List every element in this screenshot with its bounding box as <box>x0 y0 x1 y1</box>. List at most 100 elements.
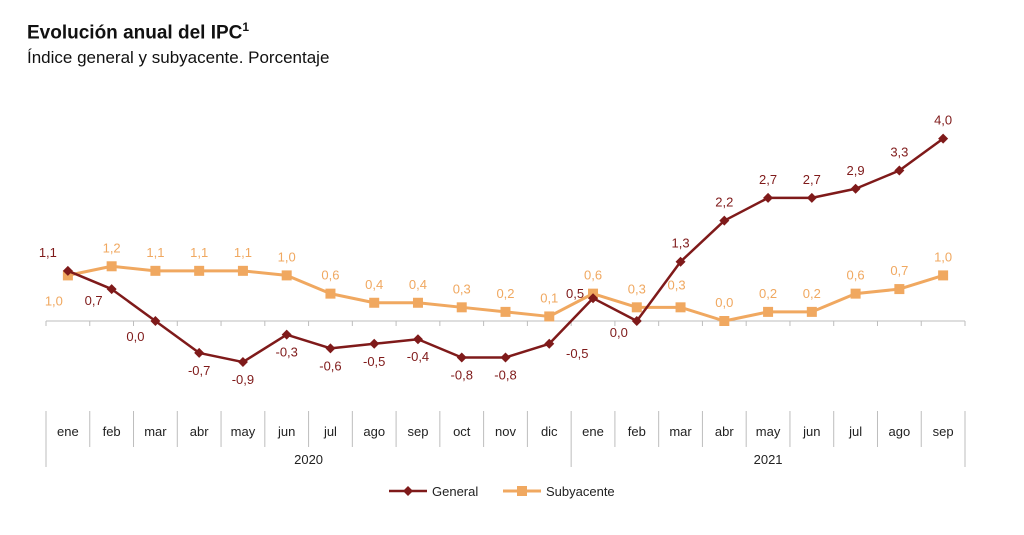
data-point-general <box>894 165 905 176</box>
data-label-subyacente: 0,6 <box>847 268 865 283</box>
data-point-subyacente <box>631 302 642 313</box>
data-label-subyacente: 0,2 <box>803 286 821 301</box>
legend-marker-general <box>403 486 413 496</box>
data-label-general: 2,9 <box>847 163 865 178</box>
data-label-general: 0,0 <box>610 325 628 340</box>
data-label-subyacente: 1,1 <box>234 245 252 260</box>
data-label-general: 3,3 <box>890 145 908 160</box>
data-point-subyacente <box>544 311 555 322</box>
x-tick-label: abr <box>715 424 734 439</box>
data-point-subyacente <box>938 270 949 281</box>
data-point-subyacente <box>763 306 774 317</box>
chart-subtitle: Índice general y subyacente. Porcentaje <box>27 48 330 67</box>
data-point-subyacente <box>500 306 511 317</box>
data-point-general <box>719 215 730 226</box>
data-label-subyacente: 0,2 <box>496 286 514 301</box>
title-footnote: 1 <box>242 20 250 34</box>
data-label-subyacente: 1,0 <box>278 249 296 264</box>
data-label-general: -0,5 <box>363 354 385 369</box>
data-label-general: 2,2 <box>715 195 733 210</box>
data-label-general: 2,7 <box>803 172 821 187</box>
legend-label-general: General <box>432 484 478 499</box>
data-label-subyacente: 1,0 <box>934 249 952 264</box>
x-tick-label: feb <box>628 424 646 439</box>
data-label-general: 2,7 <box>759 172 777 187</box>
data-label-general: -0,3 <box>275 345 297 360</box>
data-point-general <box>194 347 205 358</box>
data-point-subyacente <box>369 297 380 308</box>
data-label-subyacente: 0,0 <box>715 295 733 310</box>
legend-marker-subyacente <box>517 486 527 496</box>
data-label-general: -0,8 <box>451 367 473 382</box>
x-tick-label: jun <box>802 424 820 439</box>
data-point-subyacente <box>850 288 861 299</box>
x-tick-label: oct <box>453 424 471 439</box>
data-label-general: 0,5 <box>566 286 584 301</box>
x-tick-label: dic <box>541 424 558 439</box>
x-tick-label: feb <box>103 424 121 439</box>
data-point-general <box>675 256 686 267</box>
data-label-general: 4,0 <box>934 113 952 128</box>
data-point-general <box>325 343 336 354</box>
data-point-subyacente <box>675 302 686 313</box>
data-point-subyacente <box>325 288 336 299</box>
data-label-general: -0,4 <box>407 349 429 364</box>
data-point-general <box>106 284 117 295</box>
data-label-subyacente: 0,2 <box>759 286 777 301</box>
data-point-general <box>237 357 248 368</box>
data-point-subyacente <box>806 306 817 317</box>
data-label-subyacente: 0,4 <box>365 277 383 292</box>
year-label: 2021 <box>754 452 783 467</box>
axis-layer: ene feb mar abr may jun jul ago sep oct nov dic ene f… <box>45 320 966 467</box>
x-tick-label: mar <box>669 424 692 439</box>
x-tick-label: jun <box>277 424 295 439</box>
data-point-subyacente <box>412 297 423 308</box>
data-label-general: -0,7 <box>188 363 210 378</box>
data-label-subyacente: 0,6 <box>321 268 339 283</box>
data-label-general: 0,7 <box>85 293 103 308</box>
legend-label-subyacente: Subyacente <box>546 484 615 499</box>
data-label-general: -0,5 <box>566 346 588 361</box>
series-layer <box>62 133 949 368</box>
data-point-subyacente <box>719 316 730 326</box>
data-label-general: 1,1 <box>39 245 57 260</box>
data-point-subyacente <box>894 284 905 295</box>
x-tick-label: sep <box>407 424 428 439</box>
data-label-general: 1,3 <box>672 236 690 251</box>
data-point-general <box>281 329 292 340</box>
data-label-subyacente: 0,4 <box>409 277 427 292</box>
data-point-general <box>544 338 555 349</box>
data-labels-layer: 1,1 0,7 0,0 -0,7 -0,9 -0,3 -0,6 -0,5 -0,4 -0,8 -0,… <box>39 113 952 387</box>
data-label-subyacente: 0,3 <box>628 281 646 296</box>
data-point-subyacente <box>281 270 292 281</box>
legend: General Subyacente <box>389 484 615 499</box>
x-tick-label: may <box>231 424 256 439</box>
data-point-general <box>500 352 511 363</box>
data-point-subyacente <box>456 302 467 313</box>
data-point-general <box>150 316 161 326</box>
x-tick-label: nov <box>495 424 516 439</box>
data-point-subyacente <box>150 265 161 276</box>
data-label-subyacente: 0,3 <box>668 277 686 292</box>
data-label-subyacente: 0,7 <box>890 263 908 278</box>
x-tick-label: ago <box>363 424 385 439</box>
data-point-subyacente <box>106 261 117 272</box>
x-tick-label: abr <box>190 424 209 439</box>
data-point-general <box>763 192 774 203</box>
data-point-general <box>806 192 817 203</box>
data-label-subyacente: 0,1 <box>540 290 558 305</box>
data-point-subyacente <box>237 265 248 276</box>
data-point-general <box>369 338 380 349</box>
data-point-general <box>631 316 642 326</box>
data-point-general <box>938 133 949 144</box>
data-point-general <box>456 352 467 363</box>
x-tick-label: ene <box>582 424 604 439</box>
data-point-subyacente <box>194 265 205 276</box>
x-tick-label: ene <box>57 424 79 439</box>
chart-title: Evolución anual del IPC1 <box>27 20 250 44</box>
year-label: 2020 <box>294 452 323 467</box>
data-label-subyacente: 0,6 <box>584 268 602 283</box>
data-label-subyacente: 0,3 <box>453 281 471 296</box>
data-label-general: 0,0 <box>126 329 144 344</box>
data-point-general <box>62 265 73 276</box>
